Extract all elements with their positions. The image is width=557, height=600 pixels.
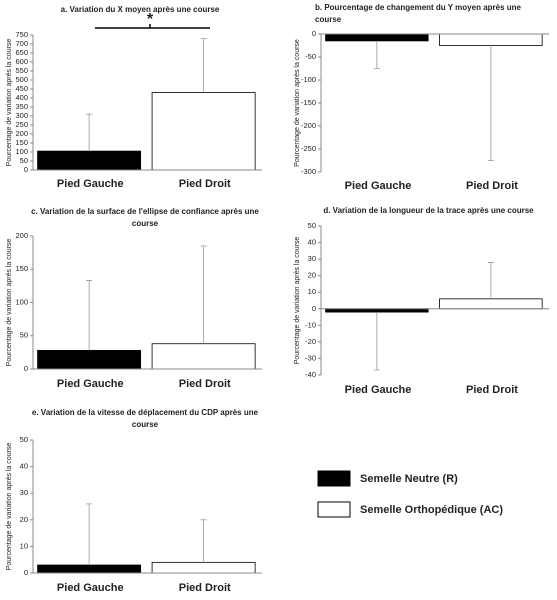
bar [439,33,543,46]
x-tick-label: Pied Droit [466,180,518,192]
x-tick-label: Pied Droit [179,378,231,390]
y-tick-label: -50 [305,52,316,61]
y-tick-label: 50 [20,435,28,444]
y-tick-label: 0 [24,364,28,373]
bar [151,343,256,370]
y-tick-label: 0 [312,29,316,38]
error-bar [86,280,93,351]
y-tick-label: 30 [308,254,316,263]
error-bar [487,262,494,299]
y-tick-label: -250 [301,144,316,153]
y-axis-label: Pourcentage de variation après la course [6,443,13,571]
y-tick-label: 0 [24,568,28,577]
y-tick-label: 100 [15,297,28,306]
chart-title: d. Variation de la longueur de la trace … [323,206,534,215]
y-tick-label: 0 [24,165,28,174]
y-tick-label: 20 [308,271,316,280]
x-tick-label: Pied Gauche [57,378,124,390]
y-tick-label: 200 [15,231,28,240]
x-tick-label: Pied Gauche [57,582,124,594]
chart-title: b. Pourcentage de changement du Y moyen … [315,3,521,24]
y-tick-label: 150 [15,264,28,273]
x-tick-label: Pied Droit [179,178,231,190]
y-tick-label: -100 [301,75,316,84]
legend-label: Semelle Orthopédique (AC) [360,504,503,516]
y-tick-label: 750 [15,30,28,39]
x-tick-label: Pied Gauche [345,384,412,396]
y-tick-label: -150 [301,98,316,107]
y-tick-label: -20 [305,337,316,346]
y-tick-label: 500 [15,75,28,84]
y-tick-label: -200 [301,121,316,130]
y-tick-label: -300 [301,167,316,176]
y-axis-label: Pourcentage de variation après la course [294,39,301,167]
y-tick-label: 600 [15,57,28,66]
x-tick-label: Pied Gauche [345,180,412,192]
y-tick-label: 450 [15,84,28,93]
y-tick-label: 50 [308,221,316,230]
error-bar [373,40,380,69]
y-tick-label: 200 [15,129,28,138]
error-bar [487,45,494,161]
y-tick-label: 50 [20,156,28,165]
bar [325,33,429,42]
bar [37,150,142,171]
error-bar [200,38,207,93]
y-axis-label: Pourcentage de variation après la course [294,237,301,365]
y-tick-label: 700 [15,39,28,48]
y-tick-label: -10 [305,320,316,329]
bar [37,564,142,574]
chart-title: a. Variation du X moyen après une course [60,5,220,14]
bar [37,349,142,370]
error-bar [373,312,380,371]
y-tick-label: 550 [15,66,28,75]
y-tick-label: 50 [20,331,28,340]
y-tick-label: 40 [308,238,316,247]
y-tick-label: 30 [20,488,28,497]
bar [439,298,543,310]
chart-title: e. Variation de la vitesse de déplacemen… [31,408,259,429]
y-tick-label: 100 [15,147,28,156]
error-bar [200,519,207,563]
y-tick-label: 150 [15,138,28,147]
y-tick-label: 20 [20,515,28,524]
y-tick-label: 650 [15,48,28,57]
y-tick-label: 40 [20,462,28,471]
y-axis-label: Pourcentage de variation après la course [6,39,13,167]
annotation: * [147,11,154,28]
y-tick-label: 300 [15,111,28,120]
error-bar [86,113,93,152]
y-tick-label: 350 [15,102,28,111]
chart-title: c. Variation de la surface de l'ellipse … [31,207,259,228]
legend-swatch [317,470,351,487]
x-tick-label: Pied Gauche [57,178,124,190]
legend-label: Semelle Neutre (R) [360,473,458,485]
x-tick-label: Pied Droit [466,384,518,396]
x-tick-label: Pied Droit [179,582,231,594]
y-tick-label: 0 [312,304,316,313]
error-bar [200,245,207,344]
y-tick-label: 10 [20,541,28,550]
y-tick-label: -40 [305,370,316,379]
error-bar [86,503,93,566]
bar [151,561,256,574]
y-tick-label: 10 [308,287,316,296]
y-tick-label: 400 [15,93,28,102]
bar [151,92,256,171]
y-tick-label: -30 [305,353,316,362]
y-tick-label: 250 [15,120,28,129]
y-axis-label: Pourcentage de variation après la course [6,239,13,367]
legend-swatch [317,501,351,518]
